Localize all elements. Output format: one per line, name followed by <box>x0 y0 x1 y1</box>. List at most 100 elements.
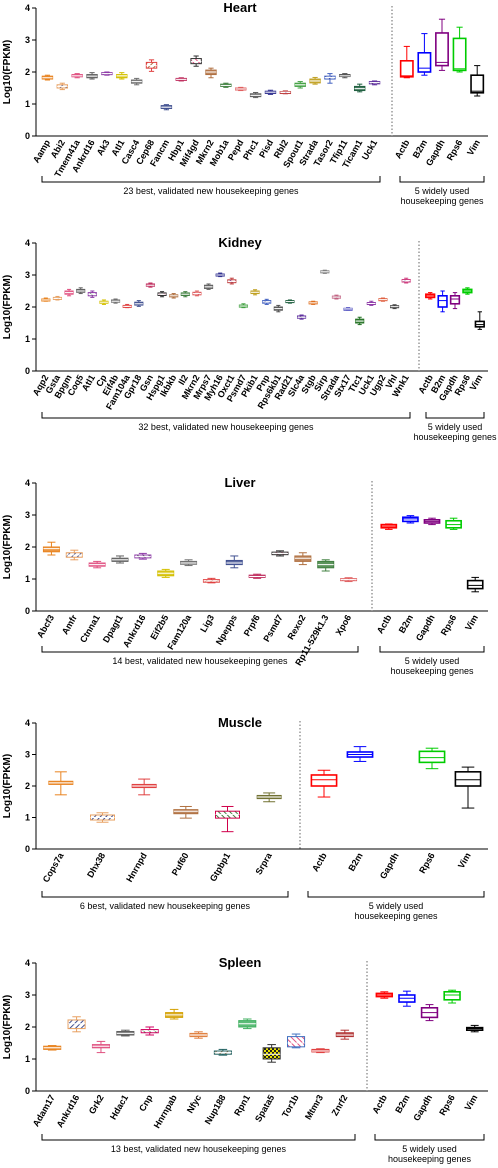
y-tick-label: 0 <box>25 131 30 141</box>
x-tick-label: Aamp <box>31 138 52 165</box>
panel-heart: HeartLog10(FPKM)01234AampAbi2Tmem41aAnkr… <box>2 0 488 206</box>
box-strada <box>309 76 321 85</box>
y-axis-label: Log10(FPKM) <box>2 995 13 1059</box>
y-tick-label: 4 <box>25 718 30 728</box>
box-ticam1 <box>353 83 366 93</box>
box-atl1 <box>87 290 97 298</box>
x-tick-label: Dhx38 <box>85 851 107 879</box>
box-adam17 <box>43 1045 62 1051</box>
box-phc1 <box>249 91 262 99</box>
box-vim <box>454 766 482 809</box>
box-mif4gd <box>190 55 202 67</box>
chart-title: Liver <box>224 475 255 490</box>
box-body <box>470 74 485 94</box>
box-stx17 <box>343 307 353 311</box>
x-tick-label: B2m <box>393 1093 411 1115</box>
box-psmd7 <box>238 303 249 309</box>
box-body <box>418 750 446 764</box>
box-ugp2 <box>378 297 388 302</box>
box-stgb <box>308 300 318 305</box>
box-ctnna1 <box>88 560 106 569</box>
group-label: 14 best, validated new housekeeping gene… <box>112 656 288 666</box>
x-tick-label: Vim <box>463 613 480 632</box>
group-label: 5 widely used housekeeping genes <box>413 422 497 442</box>
y-tick-label: 3 <box>25 750 30 760</box>
y-axis-label: Log10(FPKM) <box>2 515 13 579</box>
x-tick-label: Cops7a <box>41 850 66 884</box>
group-label: 5 widely used housekeeping genes <box>388 1144 472 1164</box>
box-ankrd16 <box>67 1016 86 1033</box>
group-bracket <box>307 891 485 898</box>
group-bracket <box>41 891 289 898</box>
box-body <box>287 1036 306 1048</box>
x-tick-label: Abcf3 <box>35 613 56 640</box>
x-tick-label: Nfyc <box>185 1093 203 1115</box>
x-tick-label: Hdac1 <box>108 1093 130 1121</box>
box-rexo2 <box>294 552 312 566</box>
box-abi2 <box>56 82 69 91</box>
x-tick-label: B2m <box>346 851 364 873</box>
x-tick-label: Srpra <box>253 850 274 876</box>
box-myh16 <box>215 272 225 278</box>
chart-title: Kidney <box>218 235 262 250</box>
x-tick-label: Eif2b5 <box>148 613 170 641</box>
group-bracket <box>399 176 485 183</box>
box-tasor2 <box>324 73 336 84</box>
box-b2m <box>437 290 448 313</box>
box-actb <box>375 991 394 999</box>
box-gtpbp1 <box>215 805 240 833</box>
x-tick-label: Vim <box>463 1093 480 1112</box>
y-tick-label: 3 <box>25 510 30 520</box>
x-tick-label: Npepps <box>214 613 239 647</box>
box-rps6kb1 <box>273 304 283 313</box>
box-psmd7 <box>271 550 289 557</box>
y-tick-label: 1 <box>25 99 30 109</box>
box-pnp <box>262 298 272 305</box>
y-tick-label: 2 <box>25 1022 30 1032</box>
box-b2m <box>402 515 419 524</box>
box-amfr <box>65 549 83 561</box>
chart-title: Spleen <box>219 955 262 970</box>
box-fam120a <box>180 559 198 567</box>
group-label: 6 best, validated new housekeeping genes <box>80 901 251 911</box>
box-fancm <box>160 104 173 111</box>
box-gpr18 <box>134 300 144 307</box>
group-label: 32 best, validated new housekeeping gene… <box>138 422 314 432</box>
box-tmem41a <box>71 73 83 79</box>
x-tick-label: Nup188 <box>203 1093 228 1126</box>
group-bracket <box>379 646 485 653</box>
box-hdac1 <box>116 1029 135 1037</box>
x-tick-label: Hnrnpab <box>152 1093 179 1130</box>
box-actb <box>380 523 398 530</box>
group-bracket <box>41 646 359 653</box>
box-spata5 <box>262 1044 281 1063</box>
box-strada <box>331 294 342 300</box>
box-il2 <box>180 291 190 298</box>
box-mrps7 <box>203 283 214 290</box>
box-body <box>443 990 461 1001</box>
y-tick-label: 1 <box>25 574 30 584</box>
x-tick-label: Rps6 <box>437 1093 457 1117</box>
box-uck1 <box>368 80 381 86</box>
box-hspg1 <box>157 291 167 298</box>
box-ikbkb <box>169 293 179 299</box>
x-tick-label: Spata5 <box>253 1093 276 1124</box>
x-tick-label: Rps6 <box>417 851 437 875</box>
y-tick-label: 1 <box>25 1054 30 1064</box>
box-gapdh <box>420 1004 439 1022</box>
group-label: 5 widely used housekeeping genes <box>354 901 438 921</box>
group-label: 13 best, validated new housekeeping gene… <box>111 1144 287 1154</box>
box-srpra <box>256 792 282 803</box>
y-axis-label: Log10(FPKM) <box>2 275 13 339</box>
box-gapdh <box>435 18 449 71</box>
group-label: 23 best, validated new housekeeping gene… <box>123 186 299 196</box>
box-cops7a <box>48 771 74 796</box>
box-body <box>435 32 449 67</box>
box-ankrd16 <box>86 72 98 80</box>
box-pepd <box>235 86 247 92</box>
box-vim <box>465 1024 484 1033</box>
group-bracket <box>41 1134 356 1141</box>
box-mkrn2 <box>205 67 217 79</box>
